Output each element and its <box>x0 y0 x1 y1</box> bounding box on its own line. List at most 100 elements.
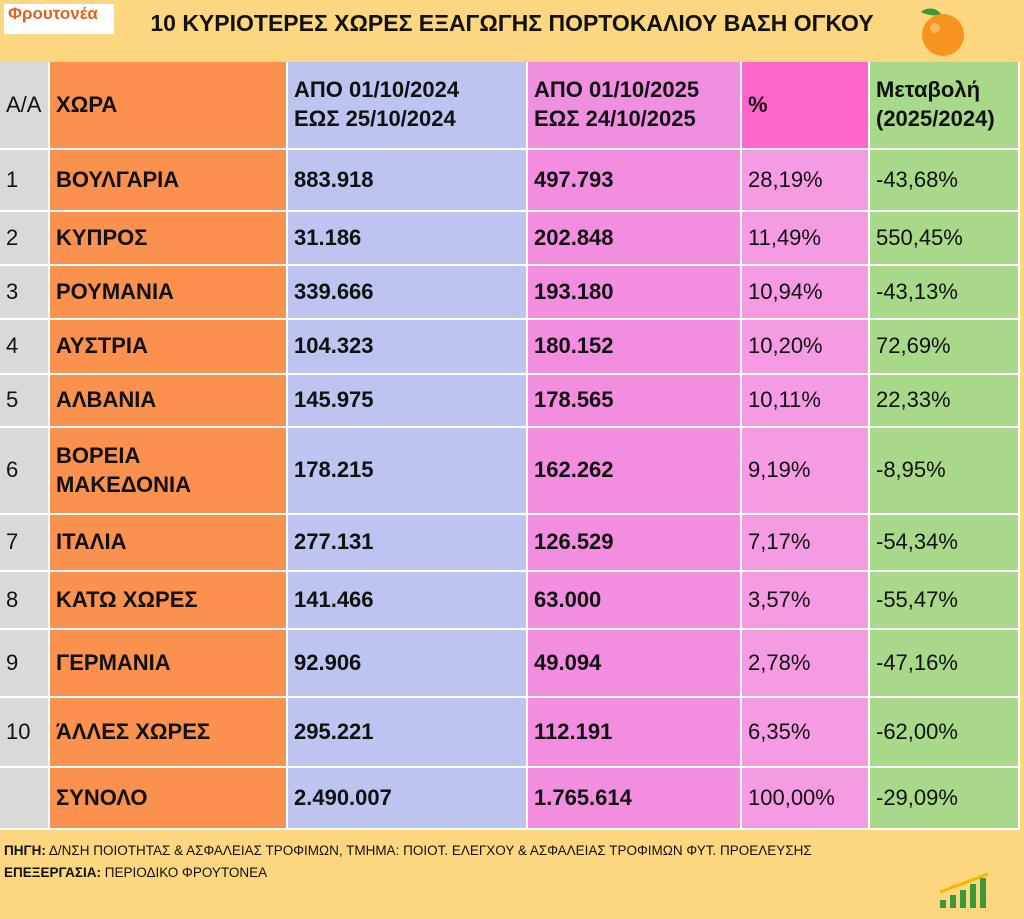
column-header-text: (2025/2024) <box>876 106 995 131</box>
table-cell-text: -8,95% <box>876 457 946 483</box>
total-cell: ΣΥΝΟΛΟ <box>50 768 286 828</box>
table-cell: 3,57% <box>742 572 868 628</box>
table-cell: 6,35% <box>742 698 868 766</box>
table-cell-text: ΚΑΤΩ ΧΩΡΕΣ <box>56 586 198 612</box>
table-cell-text: 10 <box>6 718 31 744</box>
column-header-text: ΕΩΣ 24/10/2025 <box>534 106 696 131</box>
column-header-text: ΧΩΡΑ <box>56 91 118 117</box>
table-cell-text: 4 <box>6 333 19 359</box>
column-header-text: ΑΠΟ 01/10/2024 <box>294 77 460 103</box>
table-cell-text: ΑΥΣΤΡΙΑ <box>56 333 148 359</box>
table-cell-text: 3 <box>6 278 19 304</box>
table-cell-text: 178.215 <box>294 457 374 483</box>
table-cell: 22,33% <box>870 375 1018 426</box>
table-cell-text: 202.848 <box>534 224 614 250</box>
table-cell: 72,69% <box>870 320 1018 373</box>
table-cell: 11,49% <box>742 212 868 264</box>
table-cell: 193.180 <box>528 266 740 318</box>
table-cell: 10 <box>0 698 48 766</box>
table-cell: 180.152 <box>528 320 740 373</box>
table-cell: 497.793 <box>528 150 740 210</box>
table-cell-text: ΒΟΥΛΓΑΡΙΑ <box>56 166 180 192</box>
table-cell-text: 180.152 <box>534 333 614 359</box>
table-cell: 7,17% <box>742 515 868 570</box>
table-cell-text: 3,57% <box>748 586 811 612</box>
table-cell-text: -43,13% <box>876 278 958 304</box>
table-cell-text: 10,94% <box>748 278 823 304</box>
growth-icon <box>939 872 989 908</box>
table-cell-text: 6,35% <box>748 718 811 744</box>
table-cell-text: 8 <box>6 586 19 612</box>
processing-label: ΕΠΕΞΕΡΓΑΣΙΑ: <box>4 865 101 880</box>
table-cell: 10,94% <box>742 266 868 318</box>
table-cell: 63.000 <box>528 572 740 628</box>
table-cell: 126.529 <box>528 515 740 570</box>
processing-line: ΕΠΕΞΕΡΓΑΣΙΑ: ΠΕΡΙΟΔΙΚΟ ΦΡΟΥΤΟΝΕΑ <box>4 865 267 880</box>
table-cell: 162.262 <box>528 428 740 513</box>
column-header: ΑΠΟ 01/10/2025 ΕΩΣ 24/10/2025 <box>528 62 740 148</box>
table-cell-text: 162.262 <box>534 457 614 483</box>
column-header: ΧΩΡΑ <box>50 62 286 148</box>
processing-text: ΠΕΡΙΟΔΙΚΟ ΦΡΟΥΤΟΝΕΑ <box>104 865 268 880</box>
table-cell: 9 <box>0 630 48 696</box>
column-header-text: ΕΩΣ 25/10/2024 <box>294 106 456 131</box>
table-cell: ΑΛΒΑΝΙΑ <box>50 375 286 426</box>
table-cell: 277.131 <box>288 515 526 570</box>
total-cell: -29,09% <box>870 768 1018 828</box>
table-cell <box>0 768 48 828</box>
column-header-text: % <box>748 91 768 117</box>
table-cell: 9,19% <box>742 428 868 513</box>
table-cell: -43,68% <box>870 150 1018 210</box>
table-cell: 339.666 <box>288 266 526 318</box>
table-cell: 550,45% <box>870 212 1018 264</box>
table-cell: 1 <box>0 150 48 210</box>
source-label: ΠΗΓΗ: <box>4 843 46 858</box>
table-cell: 883.918 <box>288 150 526 210</box>
logo: Φρουτονέα <box>4 4 114 34</box>
table-cell-text: 1 <box>6 166 19 192</box>
table-cell-text: 2 <box>6 224 19 250</box>
table-cell-text: 28,19% <box>748 166 823 192</box>
table-cell-text: 339.666 <box>294 278 374 304</box>
table-cell-text: ΆΛΛΕΣ ΧΩΡΕΣ <box>56 718 211 744</box>
table-cell-text: 145.975 <box>294 387 374 413</box>
total-cell: 1.765.614 <box>528 768 740 828</box>
table-cell: ΑΥΣΤΡΙΑ <box>50 320 286 373</box>
source-line: ΠΗΓΗ: Δ/ΝΣΗ ΠΟΙΟΤΗΤΑΣ & ΑΣΦΑΛΕΙΑΣ ΤΡΟΦΙΜ… <box>4 843 812 858</box>
table-cell-text: 63.000 <box>534 586 602 612</box>
table-cell: ΚΥΠΡΟΣ <box>50 212 286 264</box>
table-cell: 92.906 <box>288 630 526 696</box>
title: 10 ΚΥΡΙΟΤΕΡΕΣ ΧΩΡΕΣ ΕΞΑΓΩΓΗΣ ΠΟΡΤΟΚΑΛΙΟΥ… <box>150 10 874 36</box>
table-cell-text: 11,49% <box>748 224 821 250</box>
table-cell: ΙΤΑΛΙΑ <box>50 515 286 570</box>
column-header: ΑΠΟ 01/10/2024 ΕΩΣ 25/10/2024 <box>288 62 526 148</box>
table-cell-text: 6 <box>6 457 19 483</box>
table-cell: 104.323 <box>288 320 526 373</box>
table-cell: 10,11% <box>742 375 868 426</box>
total-cell-text: 100,00% <box>748 784 835 810</box>
table-cell: 28,19% <box>742 150 868 210</box>
table-cell: 3 <box>0 266 48 318</box>
table-cell: 5 <box>0 375 48 426</box>
table-cell: -62,00% <box>870 698 1018 766</box>
table-cell-text: 112.191 <box>534 718 613 744</box>
table-cell: 6 <box>0 428 48 513</box>
table-cell-text: ΒΟΡΕΙΑ <box>56 442 141 468</box>
table-cell: 8 <box>0 572 48 628</box>
table-cell: 178.565 <box>528 375 740 426</box>
table-cell-text: ΜΑΚΕΔΟΝΙΑ <box>56 471 191 497</box>
table-cell-text: 141.466 <box>294 586 374 612</box>
table-cell-text: 178.565 <box>534 387 614 413</box>
source-text: Δ/ΝΣΗ ΠΟΙΟΤΗΤΑΣ & ΑΣΦΑΛΕΙΑΣ ΤΡΟΦΙΜΩΝ, ΤΜ… <box>48 843 812 858</box>
table-cell-text: ΙΤΑΛΙΑ <box>56 529 127 555</box>
table-cell: 145.975 <box>288 375 526 426</box>
table-cell-text: 2,78% <box>748 649 811 675</box>
table-cell-text: 497.793 <box>534 166 614 192</box>
total-cell: 2.490.007 <box>288 768 526 828</box>
table-cell-text: 193.180 <box>534 278 614 304</box>
table-cell: ΓΕΡΜΑΝΙΑ <box>50 630 286 696</box>
table-cell-text: 10,11% <box>748 387 821 413</box>
table-cell: 2,78% <box>742 630 868 696</box>
table-cell: ΚΑΤΩ ΧΩΡΕΣ <box>50 572 286 628</box>
